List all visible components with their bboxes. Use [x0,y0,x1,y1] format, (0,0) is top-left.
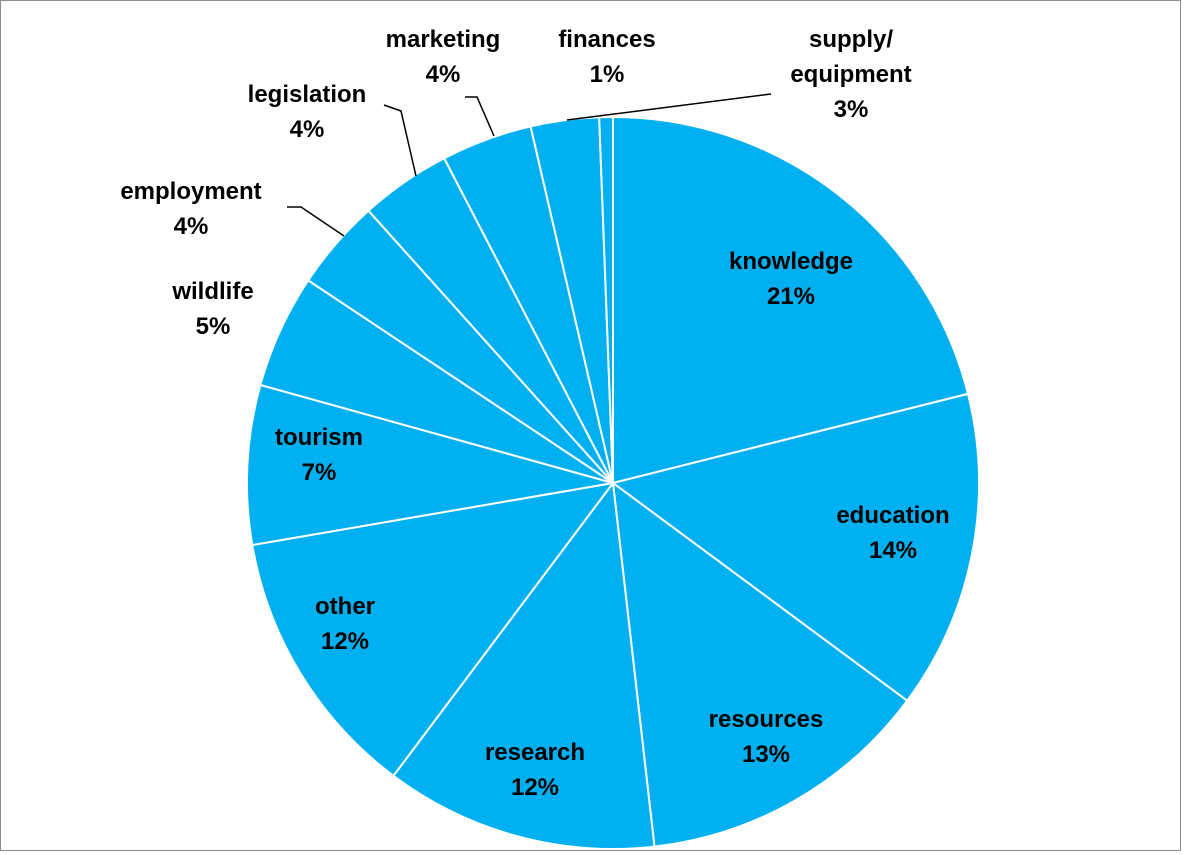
percent-label: 3% [834,96,869,123]
data-label-knowledge: knowledge 21% [729,248,853,310]
data-label-other: other 12% [315,593,375,655]
percent-label: 4% [174,213,209,240]
category-label: supply/ [809,26,893,53]
data-label-marketing: marketing 4% [386,26,501,88]
leader-line [465,96,495,137]
percent-label: 14% [869,537,917,564]
percent-label: 12% [511,774,559,801]
category-label: resources [709,706,824,733]
pie-slice-education [610,392,980,703]
percent-label: 13% [742,741,790,768]
percent-label: 4% [426,61,461,88]
category-label: legislation [248,81,367,108]
percent-label: 5% [196,313,231,340]
percent-label: 4% [290,116,325,143]
data-label-finances: finances 1% [558,26,655,88]
leader-line [566,93,772,121]
data-label-tourism: tourism 7% [275,424,363,486]
category-label: tourism [275,424,363,451]
data-label-supply-equipment: supply/equipment 3% [790,26,911,123]
data-label-legislation: legislation 4% [248,81,367,143]
category-label: equipment [790,61,911,88]
data-label-wildlife: wildlife 5% [171,278,253,340]
pie-slice-tourism [246,383,614,547]
leader-line [383,104,417,177]
data-label-resources: resources 13% [709,706,824,768]
percent-label: 12% [321,628,369,655]
category-label: education [836,502,949,529]
category-label: wildlife [171,278,253,305]
percent-label: 1% [590,61,625,88]
pie-slice-finances [598,115,614,484]
pie-slice-resources [611,480,909,848]
percent-label: 21% [767,283,815,310]
pie-slice-knowledge [612,115,970,485]
pie-slice-other [251,481,616,778]
pie-slice-research [392,480,656,850]
category-label: research [485,739,585,766]
leader-lines [287,93,772,237]
data-label-employment: employment 4% [120,178,261,240]
category-label: other [315,593,375,620]
data-label-research: research 12% [485,739,585,801]
pie-slices [246,115,980,850]
percent-label: 7% [302,459,337,486]
data-label-education: education 14% [836,502,949,564]
data-labels: knowledge 21% education 14% resources 13% rese… [120,26,949,801]
category-label: finances [558,26,655,53]
category-label: marketing [386,26,501,53]
category-label: knowledge [729,248,853,275]
leader-line [287,206,345,237]
category-label: employment [120,178,261,205]
